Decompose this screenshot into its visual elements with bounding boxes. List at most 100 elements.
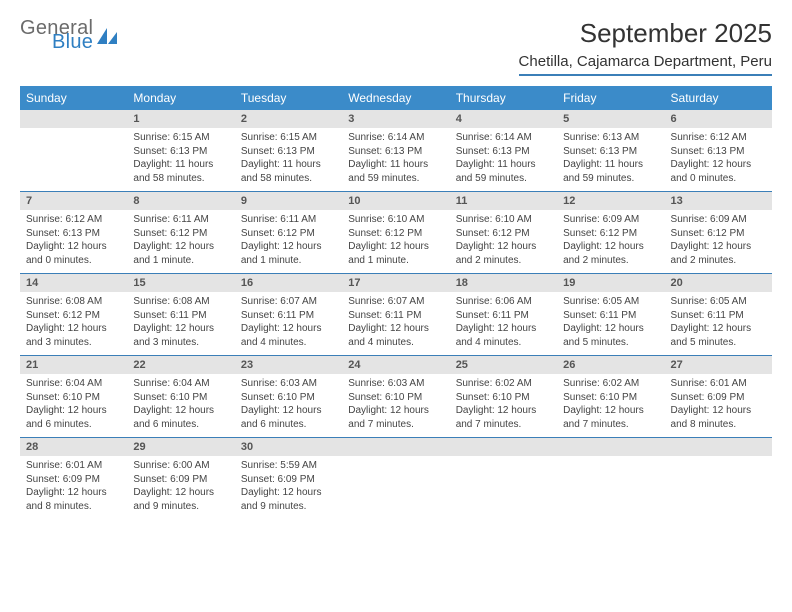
sunset: Sunset: 6:10 PM [26, 391, 121, 405]
day-number: 1 [127, 110, 234, 128]
day-number: 5 [557, 110, 664, 128]
day-content: Sunrise: 6:01 AMSunset: 6:09 PMDaylight:… [20, 456, 127, 519]
day-cell: 17Sunrise: 6:07 AMSunset: 6:11 PMDayligh… [342, 274, 449, 356]
day-number: 2 [235, 110, 342, 128]
day-number: 16 [235, 274, 342, 292]
day-cell: 3Sunrise: 6:14 AMSunset: 6:13 PMDaylight… [342, 110, 449, 192]
sunrise: Sunrise: 6:10 AM [456, 213, 551, 227]
day-content: Sunrise: 6:09 AMSunset: 6:12 PMDaylight:… [557, 210, 664, 273]
day-number: 6 [665, 110, 772, 128]
day-content: Sunrise: 6:14 AMSunset: 6:13 PMDaylight:… [450, 128, 557, 191]
day-number: 22 [127, 356, 234, 374]
daylight: Daylight: 12 hours and 7 minutes. [563, 404, 658, 431]
sunset: Sunset: 6:12 PM [241, 227, 336, 241]
day-cell: 5Sunrise: 6:13 AMSunset: 6:13 PMDaylight… [557, 110, 664, 192]
sunset: Sunset: 6:11 PM [241, 309, 336, 323]
daylight: Daylight: 12 hours and 1 minute. [348, 240, 443, 267]
day-number: 9 [235, 192, 342, 210]
day-cell: 16Sunrise: 6:07 AMSunset: 6:11 PMDayligh… [235, 274, 342, 356]
day-number: 3 [342, 110, 449, 128]
day-cell: 30Sunrise: 5:59 AMSunset: 6:09 PMDayligh… [235, 438, 342, 520]
sunrise: Sunrise: 6:08 AM [26, 295, 121, 309]
sunset: Sunset: 6:12 PM [26, 309, 121, 323]
sunrise: Sunrise: 6:13 AM [563, 131, 658, 145]
sunset: Sunset: 6:09 PM [133, 473, 228, 487]
day-number: 23 [235, 356, 342, 374]
logo-sail-icon [97, 28, 119, 46]
week-row: 1Sunrise: 6:15 AMSunset: 6:13 PMDaylight… [20, 110, 772, 192]
sunrise: Sunrise: 6:03 AM [241, 377, 336, 391]
daylight: Daylight: 11 hours and 59 minutes. [348, 158, 443, 185]
day-cell: 4Sunrise: 6:14 AMSunset: 6:13 PMDaylight… [450, 110, 557, 192]
sunset: Sunset: 6:12 PM [563, 227, 658, 241]
daylight: Daylight: 12 hours and 3 minutes. [26, 322, 121, 349]
daylight: Daylight: 12 hours and 1 minute. [241, 240, 336, 267]
day-number: 24 [342, 356, 449, 374]
sunset: Sunset: 6:09 PM [671, 391, 766, 405]
day-number: 7 [20, 192, 127, 210]
day-number [665, 438, 772, 456]
day-content [557, 456, 664, 506]
week-row: 28Sunrise: 6:01 AMSunset: 6:09 PMDayligh… [20, 438, 772, 520]
day-content: Sunrise: 6:09 AMSunset: 6:12 PMDaylight:… [665, 210, 772, 273]
day-cell: 7Sunrise: 6:12 AMSunset: 6:13 PMDaylight… [20, 192, 127, 274]
day-cell: 8Sunrise: 6:11 AMSunset: 6:12 PMDaylight… [127, 192, 234, 274]
daylight: Daylight: 12 hours and 8 minutes. [671, 404, 766, 431]
day-header-row: Sunday Monday Tuesday Wednesday Thursday… [20, 86, 772, 110]
page-header: General Blue September 2025 Chetilla, Ca… [20, 18, 772, 76]
day-number: 13 [665, 192, 772, 210]
daylight: Daylight: 12 hours and 8 minutes. [26, 486, 121, 513]
sunrise: Sunrise: 6:05 AM [671, 295, 766, 309]
sunset: Sunset: 6:10 PM [563, 391, 658, 405]
sunrise: Sunrise: 6:15 AM [241, 131, 336, 145]
logo: General Blue [20, 18, 119, 52]
day-cell: 10Sunrise: 6:10 AMSunset: 6:12 PMDayligh… [342, 192, 449, 274]
day-number [20, 110, 127, 128]
daylight: Daylight: 12 hours and 5 minutes. [563, 322, 658, 349]
sunset: Sunset: 6:10 PM [133, 391, 228, 405]
sunrise: Sunrise: 6:09 AM [671, 213, 766, 227]
day-number: 18 [450, 274, 557, 292]
daylight: Daylight: 11 hours and 59 minutes. [563, 158, 658, 185]
sunset: Sunset: 6:12 PM [456, 227, 551, 241]
day-cell: 27Sunrise: 6:01 AMSunset: 6:09 PMDayligh… [665, 356, 772, 438]
sunset: Sunset: 6:10 PM [241, 391, 336, 405]
logo-blue: Blue [52, 32, 93, 52]
daylight: Daylight: 12 hours and 4 minutes. [241, 322, 336, 349]
day-cell [342, 438, 449, 520]
day-content: Sunrise: 6:08 AMSunset: 6:11 PMDaylight:… [127, 292, 234, 355]
day-content: Sunrise: 6:04 AMSunset: 6:10 PMDaylight:… [20, 374, 127, 437]
daylight: Daylight: 12 hours and 2 minutes. [456, 240, 551, 267]
dh-tue: Tuesday [235, 86, 342, 110]
day-cell: 18Sunrise: 6:06 AMSunset: 6:11 PMDayligh… [450, 274, 557, 356]
daylight: Daylight: 12 hours and 6 minutes. [241, 404, 336, 431]
daylight: Daylight: 12 hours and 2 minutes. [671, 240, 766, 267]
sunrise: Sunrise: 6:14 AM [348, 131, 443, 145]
day-content: Sunrise: 6:15 AMSunset: 6:13 PMDaylight:… [127, 128, 234, 191]
sunrise: Sunrise: 6:01 AM [26, 459, 121, 473]
day-number: 20 [665, 274, 772, 292]
week-row: 21Sunrise: 6:04 AMSunset: 6:10 PMDayligh… [20, 356, 772, 438]
sunset: Sunset: 6:11 PM [348, 309, 443, 323]
day-cell: 2Sunrise: 6:15 AMSunset: 6:13 PMDaylight… [235, 110, 342, 192]
daylight: Daylight: 12 hours and 7 minutes. [456, 404, 551, 431]
dh-wed: Wednesday [342, 86, 449, 110]
day-content: Sunrise: 5:59 AMSunset: 6:09 PMDaylight:… [235, 456, 342, 519]
dh-sat: Saturday [665, 86, 772, 110]
daylight: Daylight: 12 hours and 5 minutes. [671, 322, 766, 349]
sunrise: Sunrise: 6:07 AM [348, 295, 443, 309]
logo-text: General Blue [20, 18, 93, 52]
week-row: 14Sunrise: 6:08 AMSunset: 6:12 PMDayligh… [20, 274, 772, 356]
sunrise: Sunrise: 6:09 AM [563, 213, 658, 227]
daylight: Daylight: 11 hours and 59 minutes. [456, 158, 551, 185]
day-content: Sunrise: 6:02 AMSunset: 6:10 PMDaylight:… [450, 374, 557, 437]
calendar-table: Sunday Monday Tuesday Wednesday Thursday… [20, 86, 772, 519]
sunrise: Sunrise: 6:00 AM [133, 459, 228, 473]
day-cell: 22Sunrise: 6:04 AMSunset: 6:10 PMDayligh… [127, 356, 234, 438]
sunrise: Sunrise: 6:02 AM [563, 377, 658, 391]
day-cell: 25Sunrise: 6:02 AMSunset: 6:10 PMDayligh… [450, 356, 557, 438]
day-cell: 1Sunrise: 6:15 AMSunset: 6:13 PMDaylight… [127, 110, 234, 192]
sunset: Sunset: 6:13 PM [26, 227, 121, 241]
day-content [342, 456, 449, 506]
dh-fri: Friday [557, 86, 664, 110]
